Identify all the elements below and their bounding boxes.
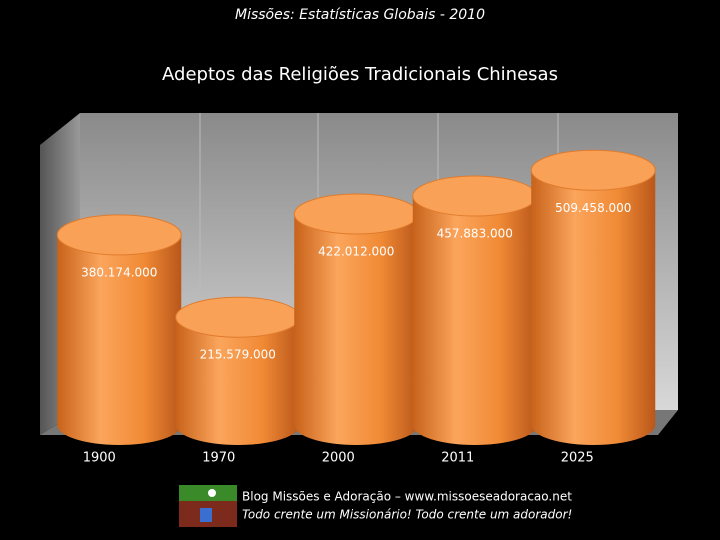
cylinder bbox=[57, 234, 182, 445]
cylinder-top bbox=[175, 296, 301, 338]
value-label: 509.458.000 bbox=[555, 201, 631, 215]
cylinder-top bbox=[530, 149, 656, 191]
value-label: 422.012.000 bbox=[318, 244, 394, 258]
header: Missões: Estatísticas Globais - 2010 bbox=[235, 7, 485, 23]
cylinder bbox=[412, 196, 537, 445]
footer-line2: Todo crente um Missionário! Todo crente … bbox=[242, 508, 572, 522]
value-label: 457.883.000 bbox=[437, 227, 513, 241]
value-label: 215.579.000 bbox=[200, 348, 276, 362]
cylinder bbox=[531, 170, 656, 445]
x-tick-label: 2000 bbox=[322, 451, 355, 466]
x-tick-label: 2025 bbox=[561, 451, 594, 466]
x-tick-label: 1900 bbox=[83, 451, 116, 466]
cylinder-top bbox=[412, 175, 538, 217]
footer-icon bbox=[179, 485, 237, 527]
cylinder-top bbox=[293, 193, 419, 235]
chart-title: Adeptos das Religiões Tradicionais Chine… bbox=[162, 64, 558, 85]
cylinder bbox=[175, 317, 300, 445]
x-tick-label: 2011 bbox=[441, 451, 474, 466]
cylinder bbox=[294, 213, 419, 445]
cylinder-top bbox=[56, 214, 182, 256]
footer-line1: Blog Missões e Adoração – www.missoesead… bbox=[242, 490, 572, 504]
value-label: 380.174.000 bbox=[81, 265, 157, 279]
x-tick-label: 1970 bbox=[202, 451, 235, 466]
plot: 380.174.000 1900 215.579.000 1970 422.012.00… bbox=[56, 149, 656, 466]
